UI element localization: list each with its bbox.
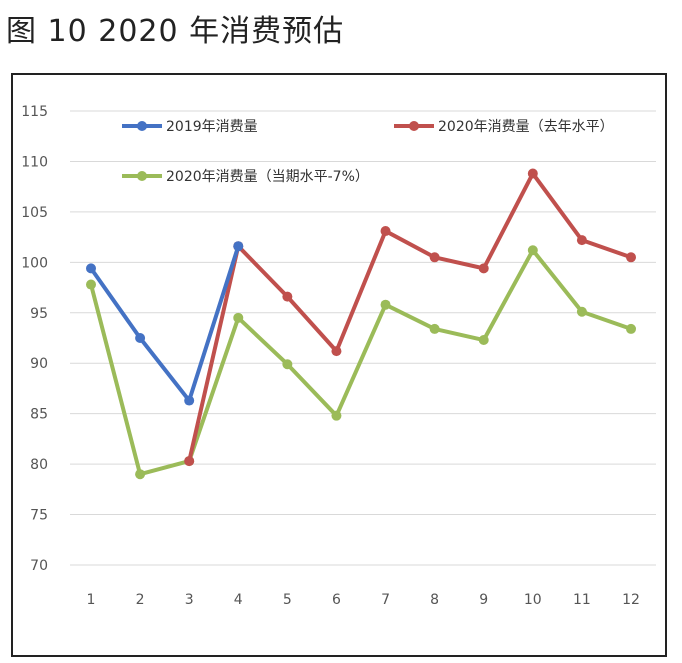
data-point — [233, 241, 244, 252]
series-line — [187, 171, 633, 464]
x-tick-label: 6 — [332, 592, 341, 608]
series-line — [89, 248, 633, 477]
y-tick-label: 85 — [30, 407, 48, 423]
data-point — [626, 323, 636, 334]
data-point — [626, 252, 636, 263]
series-2 — [184, 168, 636, 467]
series-line — [89, 244, 241, 403]
legend-marker — [409, 121, 419, 131]
x-tick-label: 5 — [283, 592, 292, 608]
legend-item: 2020年消费量（当期水平-7%） — [122, 169, 369, 185]
legend-label: 2020年消费量（当期水平-7%） — [166, 169, 369, 185]
legend: 2019年消费量 2020年消费量（去年水平） 2020年消费量（当期水平-7%） — [122, 119, 614, 185]
x-axis-ticks: 1 2 3 4 5 6 7 8 9 10 11 12 — [87, 592, 640, 608]
data-point — [86, 279, 96, 290]
series-group — [86, 168, 636, 480]
figure-title: 图 10 2020 年消费预估 — [6, 14, 345, 49]
chart-frame — [11, 73, 667, 657]
data-point — [233, 312, 244, 323]
data-point — [135, 469, 146, 480]
data-point — [576, 235, 587, 246]
data-point — [429, 252, 440, 263]
y-tick-label: 80 — [30, 457, 48, 473]
legend-item: 2019年消费量 — [122, 119, 258, 135]
data-point — [331, 410, 342, 421]
x-tick-label: 9 — [479, 592, 488, 608]
data-point — [184, 456, 195, 467]
data-point — [380, 299, 391, 310]
legend-marker — [137, 171, 147, 181]
data-point — [478, 263, 489, 274]
y-axis-ticks: 70 75 80 85 90 95 100 105 110 115 — [21, 104, 48, 574]
y-tick-label: 110 — [21, 154, 48, 170]
y-tick-label: 95 — [30, 306, 48, 322]
x-tick-label: 7 — [381, 592, 390, 608]
data-point — [282, 291, 293, 302]
y-tick-label: 70 — [30, 558, 48, 574]
data-point — [86, 263, 96, 274]
x-tick-label: 4 — [234, 592, 243, 608]
data-point — [135, 333, 146, 343]
legend-label: 2020年消费量（去年水平） — [438, 119, 614, 135]
y-tick-label: 115 — [21, 104, 48, 120]
x-tick-label: 10 — [524, 592, 542, 608]
x-tick-label: 3 — [185, 592, 194, 608]
grid-lines — [70, 110, 656, 566]
series-1 — [86, 241, 244, 406]
series-3 — [86, 245, 636, 480]
data-point — [576, 306, 587, 317]
data-point — [331, 346, 342, 357]
data-point — [429, 323, 440, 334]
legend-item: 2020年消费量（去年水平） — [394, 119, 614, 135]
legend-marker — [137, 121, 147, 131]
y-tick-label: 90 — [30, 356, 48, 372]
y-tick-label: 75 — [30, 508, 48, 524]
x-tick-label: 11 — [573, 592, 591, 608]
data-point — [527, 245, 538, 256]
data-point — [527, 168, 538, 179]
x-tick-label: 12 — [622, 592, 640, 608]
y-tick-label: 100 — [21, 255, 48, 271]
legend-label: 2019年消费量 — [166, 119, 258, 135]
data-point — [380, 226, 391, 237]
x-tick-label: 1 — [87, 592, 96, 608]
data-point — [184, 395, 195, 406]
x-tick-label: 8 — [430, 592, 439, 608]
x-tick-label: 2 — [136, 592, 145, 608]
data-point — [478, 335, 489, 346]
data-point — [282, 359, 293, 370]
y-tick-label: 105 — [21, 205, 48, 221]
